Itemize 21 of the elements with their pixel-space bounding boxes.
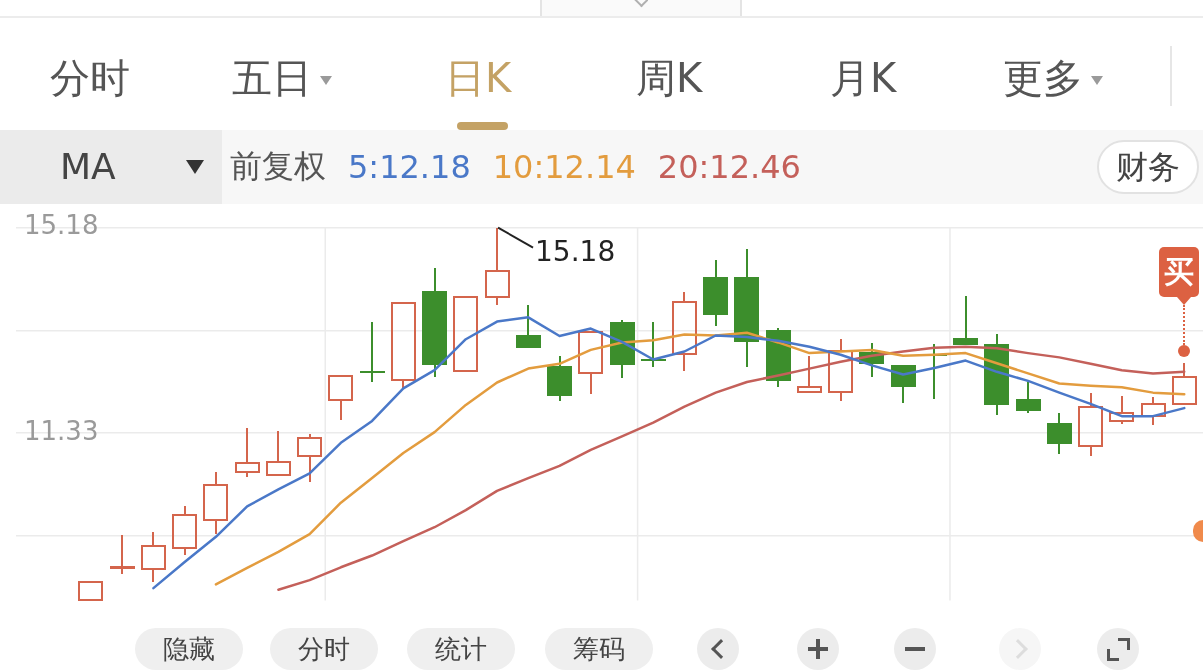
text: 20:12.46: [657, 148, 801, 186]
text: 分时: [50, 54, 130, 102]
annotation: 15.18: [535, 234, 616, 268]
text: 隐藏: [163, 633, 215, 665]
text: 月K: [830, 54, 897, 102]
text: 统计: [435, 633, 487, 665]
text: 筹码: [573, 633, 625, 665]
candlestick: [360, 322, 385, 382]
text: 财务: [1116, 148, 1180, 186]
text: 日K: [445, 54, 512, 102]
y-tick-label: 11.33: [24, 415, 99, 446]
text: 5:12.18: [348, 148, 471, 186]
dropdown-field: MA: [0, 130, 222, 204]
text: 分时: [298, 633, 350, 665]
text: 前复权: [230, 146, 326, 187]
candlestick: [110, 535, 135, 574]
text: 周K: [636, 54, 703, 102]
text: 更多: [1003, 54, 1083, 102]
text: 五日: [232, 54, 312, 102]
text: 10:12.14: [492, 148, 636, 186]
annotation: 买: [1164, 254, 1194, 290]
